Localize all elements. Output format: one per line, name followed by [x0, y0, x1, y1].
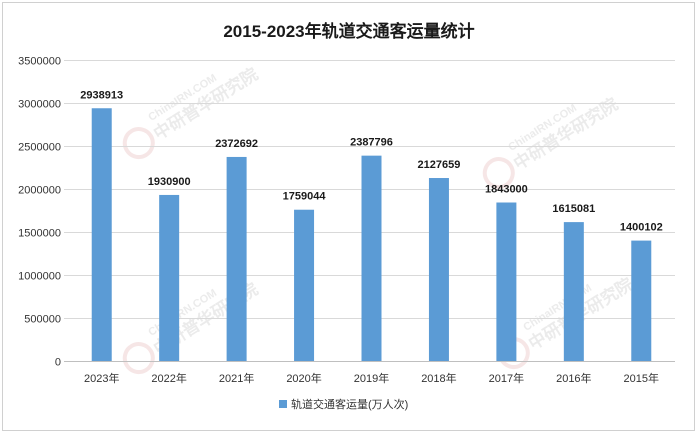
- x-axis-category-labels: 2023年 2022年 2021年 2020年 2019年 2018年 2017年 2016年…: [84, 371, 659, 385]
- bar: [428, 178, 449, 361]
- bar: [226, 156, 247, 361]
- bar: [159, 194, 180, 361]
- x-tick-label: 2016年: [556, 371, 591, 385]
- bar: [91, 108, 112, 361]
- data-label: 1759044: [283, 191, 327, 203]
- x-tick-label: 2020年: [286, 371, 321, 385]
- data-label: 1400102: [620, 222, 663, 234]
- data-label: 1930900: [148, 176, 191, 188]
- y-axis-tick-labels: 0 500000 1000000 1500000 2000000 2500000 30000…: [18, 56, 61, 369]
- chart-title: 2015-2023年轨道交通客运量统计: [223, 21, 474, 41]
- data-label: 1615081: [552, 203, 595, 215]
- legend-label: 轨道交通客运量(万人次): [291, 397, 408, 411]
- watermark-logo-icon: [122, 127, 155, 160]
- x-tick-label: 2015年: [624, 371, 659, 385]
- bar: [496, 202, 517, 361]
- y-tick-label: 500000: [24, 314, 61, 326]
- legend: 轨道交通客运量(万人次): [279, 397, 408, 411]
- watermark-logo-icon: [482, 157, 515, 190]
- bar: [294, 209, 315, 361]
- y-tick-label: 1500000: [18, 228, 61, 240]
- x-tick-label: 2021年: [219, 371, 254, 385]
- data-labels: 2938913 1930900 2372692 1759044 2387796 21276…: [80, 89, 662, 233]
- data-label: 2387796: [350, 137, 393, 149]
- x-tick-label: 2023年: [84, 371, 119, 385]
- x-tick-label: 2019年: [354, 371, 389, 385]
- x-tick-label: 2022年: [151, 371, 186, 385]
- y-tick-label: 2500000: [18, 142, 61, 154]
- bars: [91, 108, 652, 361]
- bar: [631, 240, 652, 361]
- data-label: 2372692: [215, 138, 258, 150]
- y-tick-label: 1000000: [18, 271, 61, 283]
- bar: [361, 155, 382, 361]
- watermark-logo-icon: [122, 342, 155, 375]
- y-tick-label: 2000000: [18, 185, 61, 197]
- y-tick-label: 3500000: [18, 56, 61, 68]
- legend-swatch: [279, 400, 287, 408]
- y-tick-label: 0: [55, 357, 61, 369]
- x-tick-label: 2017年: [489, 371, 524, 385]
- data-label: 1843000: [485, 184, 528, 196]
- bar: [563, 222, 584, 361]
- x-tick-label: 2018年: [421, 371, 456, 385]
- data-label: 2127659: [418, 159, 461, 171]
- data-label: 2938913: [80, 89, 123, 101]
- y-tick-label: 3000000: [18, 99, 61, 111]
